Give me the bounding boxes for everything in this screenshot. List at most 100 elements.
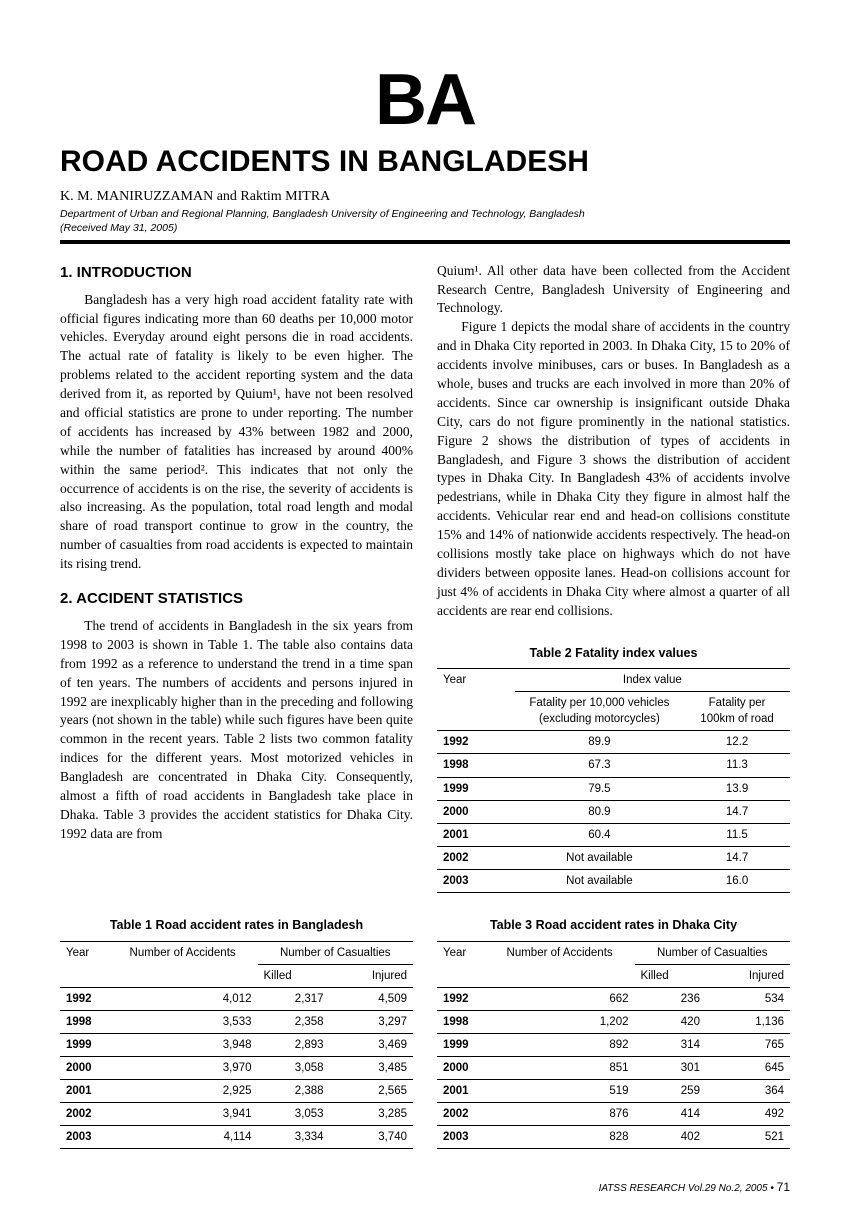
cell-killed: 259 bbox=[635, 1080, 706, 1103]
cell-accidents: 876 bbox=[485, 1103, 635, 1126]
table-row: 2002Not available14.7 bbox=[437, 846, 790, 869]
cell-accidents: 828 bbox=[485, 1126, 635, 1149]
header-divider bbox=[60, 240, 790, 244]
table1-h-year: Year bbox=[60, 941, 108, 987]
cell-year: 2003 bbox=[60, 1126, 108, 1149]
table-row: 2001519259364 bbox=[437, 1080, 790, 1103]
stats-heading: 2. ACCIDENT STATISTICS bbox=[60, 588, 413, 609]
table3-h-acc: Number of Accidents bbox=[485, 941, 635, 987]
table3-h-injured: Injured bbox=[706, 964, 790, 987]
table3-h-year: Year bbox=[437, 941, 485, 987]
table-row: 2002876414492 bbox=[437, 1103, 790, 1126]
cell-year: 1998 bbox=[437, 1010, 485, 1033]
cell-injured: 4,509 bbox=[330, 987, 413, 1010]
cell-killed: 2,893 bbox=[258, 1033, 330, 1056]
cell-year: 1998 bbox=[60, 1010, 108, 1033]
col2-paragraph-1: Quium¹. All other data have been collect… bbox=[437, 262, 790, 319]
cell-year: 2002 bbox=[60, 1103, 108, 1126]
table1-h-acc: Number of Accidents bbox=[108, 941, 258, 987]
cell-v1: Not available bbox=[515, 846, 684, 869]
cell-v2: 11.5 bbox=[684, 823, 790, 846]
table2-wrapper: Table 2 Fatality index values Year Index… bbox=[437, 645, 790, 893]
cell-year: 2000 bbox=[437, 1057, 485, 1080]
cell-killed: 301 bbox=[635, 1057, 706, 1080]
table-row: 199289.912.2 bbox=[437, 731, 790, 754]
table-row: 20012,9252,3882,565 bbox=[60, 1080, 413, 1103]
table1: Year Number of Accidents Number of Casua… bbox=[60, 941, 413, 1150]
table-row: 199979.513.9 bbox=[437, 777, 790, 800]
table2-caption: Table 2 Fatality index values bbox=[437, 645, 790, 663]
table-row: 200080.914.7 bbox=[437, 800, 790, 823]
stats-paragraph: The trend of accidents in Bangladesh in … bbox=[60, 617, 413, 844]
cell-year: 2002 bbox=[437, 846, 515, 869]
cell-injured: 3,740 bbox=[330, 1126, 413, 1149]
cell-accidents: 1,202 bbox=[485, 1010, 635, 1033]
cell-killed: 236 bbox=[635, 987, 706, 1010]
table-row: 200160.411.5 bbox=[437, 823, 790, 846]
body-columns: 1. INTRODUCTION Bangladesh has a very hi… bbox=[60, 262, 790, 893]
cell-killed: 3,058 bbox=[258, 1057, 330, 1080]
cell-year: 1999 bbox=[437, 777, 515, 800]
page-footer: IATSS RESEARCH Vol.29 No.2, 2005 • 71 bbox=[60, 1179, 790, 1196]
table3-h-killed: Killed bbox=[635, 964, 706, 987]
table-row: 19924,0122,3174,509 bbox=[60, 987, 413, 1010]
cell-killed: 3,053 bbox=[258, 1103, 330, 1126]
cell-injured: 521 bbox=[706, 1126, 790, 1149]
table3-h-cas: Number of Casualties bbox=[635, 941, 791, 964]
table1-h-cas: Number of Casualties bbox=[258, 941, 414, 964]
cell-accidents: 3,970 bbox=[108, 1057, 258, 1080]
cell-injured: 3,485 bbox=[330, 1057, 413, 1080]
table2-h-index: Index value bbox=[515, 669, 790, 692]
cell-injured: 534 bbox=[706, 987, 790, 1010]
paper-title: ROAD ACCIDENTS IN BANGLADESH bbox=[60, 141, 790, 183]
col2-paragraph-2: Figure 1 depicts the modal share of acci… bbox=[437, 318, 790, 620]
cell-injured: 492 bbox=[706, 1103, 790, 1126]
table-row: 2003828402521 bbox=[437, 1126, 790, 1149]
cell-injured: 2,565 bbox=[330, 1080, 413, 1103]
column-left: 1. INTRODUCTION Bangladesh has a very hi… bbox=[60, 262, 413, 893]
cell-v2: 16.0 bbox=[684, 869, 790, 892]
cell-killed: 414 bbox=[635, 1103, 706, 1126]
cell-v1: 60.4 bbox=[515, 823, 684, 846]
cell-killed: 2,317 bbox=[258, 987, 330, 1010]
cell-injured: 364 bbox=[706, 1080, 790, 1103]
cell-accidents: 662 bbox=[485, 987, 635, 1010]
cell-killed: 2,358 bbox=[258, 1010, 330, 1033]
table-row: 2000851301645 bbox=[437, 1057, 790, 1080]
cell-v1: 67.3 bbox=[515, 754, 684, 777]
cell-year: 2001 bbox=[437, 823, 515, 846]
table3: Year Number of Accidents Number of Casua… bbox=[437, 941, 790, 1150]
cell-year: 2000 bbox=[437, 800, 515, 823]
cell-year: 1992 bbox=[60, 987, 108, 1010]
cell-killed: 3,334 bbox=[258, 1126, 330, 1149]
table2-h-year: Year bbox=[437, 669, 515, 731]
table1-wrapper: Table 1 Road accident rates in Banglades… bbox=[60, 917, 413, 1149]
table2: Year Index value Fatality per 10,000 veh… bbox=[437, 668, 790, 893]
cell-accidents: 3,941 bbox=[108, 1103, 258, 1126]
table2-h-km: Fatality per 100km of road bbox=[684, 692, 790, 731]
cell-v1: 79.5 bbox=[515, 777, 684, 800]
cell-killed: 2,388 bbox=[258, 1080, 330, 1103]
intro-heading: 1. INTRODUCTION bbox=[60, 262, 413, 283]
cell-accidents: 851 bbox=[485, 1057, 635, 1080]
table-row: 1999892314765 bbox=[437, 1033, 790, 1056]
cell-year: 2003 bbox=[437, 1126, 485, 1149]
cell-year: 1992 bbox=[437, 987, 485, 1010]
table2-h-vehicles: Fatality per 10,000 vehicles (excluding … bbox=[515, 692, 684, 731]
cell-injured: 645 bbox=[706, 1057, 790, 1080]
table-row: 2003Not available16.0 bbox=[437, 869, 790, 892]
cell-accidents: 4,114 bbox=[108, 1126, 258, 1149]
cell-year: 1998 bbox=[437, 754, 515, 777]
paper-affiliation: Department of Urban and Regional Plannin… bbox=[60, 208, 790, 235]
cell-injured: 1,136 bbox=[706, 1010, 790, 1033]
cell-year: 1999 bbox=[437, 1033, 485, 1056]
cell-accidents: 3,948 bbox=[108, 1033, 258, 1056]
cell-year: 2001 bbox=[60, 1080, 108, 1103]
cell-accidents: 3,533 bbox=[108, 1010, 258, 1033]
cell-v1: 80.9 bbox=[515, 800, 684, 823]
cell-v1: 89.9 bbox=[515, 731, 684, 754]
table3-wrapper: Table 3 Road accident rates in Dhaka Cit… bbox=[437, 917, 790, 1149]
table1-h-injured: Injured bbox=[330, 964, 413, 987]
table3-caption: Table 3 Road accident rates in Dhaka Cit… bbox=[437, 917, 790, 935]
cell-year: 2002 bbox=[437, 1103, 485, 1126]
